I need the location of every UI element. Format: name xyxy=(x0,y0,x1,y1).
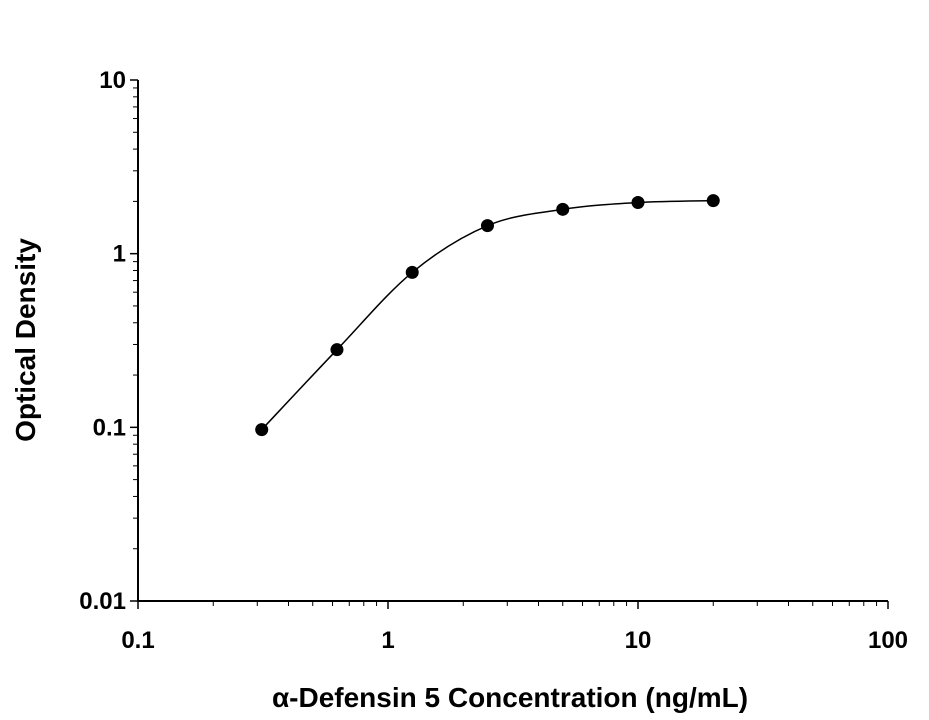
tick-marks xyxy=(130,79,889,609)
y-tick-label: 0.01 xyxy=(79,588,126,615)
fit-curve xyxy=(261,199,714,431)
data-point xyxy=(330,343,344,357)
x-tick-label: 10 xyxy=(625,627,652,654)
data-point xyxy=(556,202,570,216)
y-axis-label: Optical Density xyxy=(10,238,41,442)
y-tick-label: 10 xyxy=(99,67,126,94)
x-tick-label: 0.1 xyxy=(121,627,154,654)
data-point xyxy=(631,196,645,210)
x-tick-label: 1 xyxy=(381,627,394,654)
data-point xyxy=(405,265,419,279)
x-tick-label: 100 xyxy=(868,627,908,654)
data-point xyxy=(706,194,720,208)
tick-labels: 0.1 1 10 100 0.01 0.1 1 10 xyxy=(79,67,908,654)
data-points xyxy=(255,194,720,437)
data-point xyxy=(480,219,494,233)
x-axis-label: α-Defensin 5 Concentration (ng/mL) xyxy=(272,682,748,713)
axes xyxy=(137,80,888,602)
y-tick-label: 1 xyxy=(113,241,126,268)
data-point xyxy=(255,423,269,437)
y-tick-label: 0.1 xyxy=(93,414,126,441)
